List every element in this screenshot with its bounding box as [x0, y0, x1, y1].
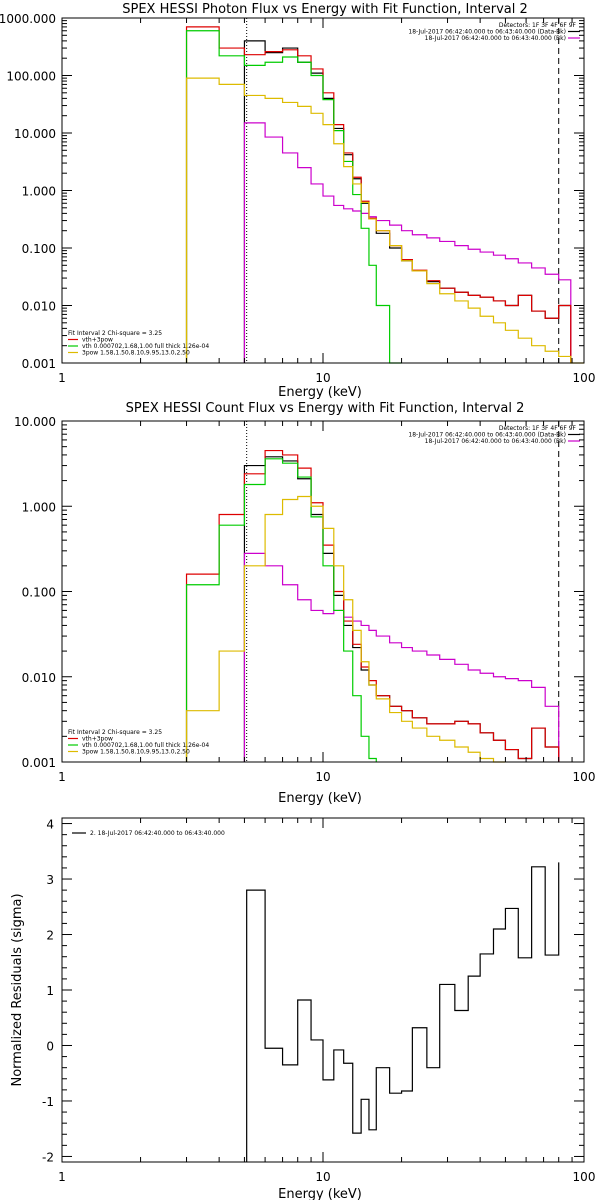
residuals-x-label: Energy (keV) [278, 1187, 362, 1200]
x-tick-label: 100 [573, 371, 596, 385]
y-tick-label: 2 [46, 929, 54, 943]
photon-flux-x-label: Energy (keV) [278, 385, 362, 400]
series-line-0 [246, 862, 560, 1162]
count-flux-series [185, 421, 560, 763]
legend-entry: 2. 18-Jul-2017 06:42:40.000 to 06:43:40.… [90, 830, 225, 837]
y-tick-label: 100.000 [6, 70, 56, 84]
y-tick-label: 0.001 [22, 357, 56, 371]
legend-entry: vth 0.000702,1.68,1.00 full thick 1.26e-… [82, 343, 209, 350]
legend-entry: 18-Jul-2017 06:42:40.000 to 06:43:40.000… [408, 432, 566, 439]
residuals-axes: 1 10 100 -2 -1 0 1 2 3 4 [42, 817, 596, 1184]
y-tick-label: 0.100 [22, 242, 56, 256]
y-tick-label: 10.000 [14, 415, 56, 429]
y-tick-label: 10.000 [14, 127, 56, 141]
series-line-1 [243, 122, 572, 363]
y-tick-label: 1.000 [22, 185, 56, 199]
series-line-4 [185, 77, 584, 364]
series-line-3 [185, 30, 402, 364]
y-tick-label: 4 [46, 818, 54, 832]
legend-entry: 18-Jul-2017 06:42:40.000 to 06:43:40.000… [425, 35, 566, 42]
residuals-y-label: Normalized Residuals (sigma) [10, 893, 25, 1086]
series-line-1 [243, 552, 560, 762]
x-tick-label: 10 [315, 1170, 330, 1184]
x-tick-label: 100 [573, 770, 596, 784]
x-tick-label: 100 [573, 1170, 596, 1184]
legend-header: Fit Interval 2 Chi-square = 3.25 [68, 330, 162, 337]
count-flux-panel: SPEX HESSI Count Flux vs Energy with Fit… [14, 401, 595, 806]
legend-entry: vth+3pow [82, 337, 113, 344]
legend-header: Detectors: 1F 3F 4F 6F 9F [499, 22, 577, 29]
x-tick-label: 1 [58, 1170, 66, 1184]
photon-flux-series [185, 18, 584, 364]
legend-entry: 18-Jul-2017 06:42:40.000 to 06:43:40.000… [425, 438, 566, 445]
y-tick-label: 1 [46, 984, 54, 998]
series-line-0 [243, 40, 572, 363]
photon-flux-title: SPEX HESSI Photon Flux vs Energy with Fi… [122, 2, 528, 17]
y-tick-label: 3 [46, 873, 54, 887]
y-tick-label: 0.010 [22, 300, 56, 314]
legend-entry: 3pow 1.58,1.50,8.10,9.95,13.0,2.50 [82, 350, 190, 357]
residuals-panel: 2. 18-Jul-2017 06:42:40.000 to 06:43:40.… [10, 817, 596, 1200]
series-line-3 [185, 458, 377, 762]
x-tick-label: 10 [315, 371, 330, 385]
x-tick-label: 1 [58, 371, 66, 385]
y-tick-label: 0.001 [22, 756, 56, 770]
legend-entry: vth 0.000702,1.68,1.00 full thick 1.26e-… [82, 742, 209, 749]
legend-entry: 3pow 1.58,1.50,8.10,9.95,13.0,2.50 [82, 749, 190, 756]
residuals-series [246, 862, 560, 1162]
count-flux-axes: 1 10 100 0.001 0.010 0.100 1.000 10.000 [14, 415, 595, 784]
plot-frame [61, 420, 585, 763]
count-flux-x-label: Energy (keV) [278, 791, 362, 806]
x-tick-label: 10 [315, 770, 330, 784]
legend-entry: vth+3pow [82, 736, 113, 743]
series-line-2 [185, 449, 560, 762]
y-tick-label: 1000.000 [0, 12, 56, 26]
photon-flux-axes: 1 10 100 0.001 0.010 0.100 1.000 10.000 100.000 1… [0, 12, 595, 385]
legend-header: Detectors: 1F 3F 4F 6F 9F [499, 425, 577, 432]
photon-flux-panel: SPEX HESSI Photon Flux vs Energy with Fi… [0, 2, 595, 400]
y-tick-label: -1 [42, 1095, 54, 1109]
y-tick-label: 0 [46, 1039, 54, 1053]
y-tick-label: 0.010 [22, 671, 56, 685]
y-tick-label: 0.100 [22, 586, 56, 600]
plot-frame [61, 817, 585, 1163]
x-tick-label: 1 [58, 770, 66, 784]
residuals-legend: 2. 18-Jul-2017 06:42:40.000 to 06:43:40.… [72, 830, 225, 837]
y-tick-label: 1.000 [22, 500, 56, 514]
y-tick-label: -2 [42, 1150, 54, 1164]
series-line-4 [185, 495, 506, 763]
legend-entry: 18-Jul-2017 06:42:40.000 to 06:43:40.000… [408, 29, 566, 36]
count-flux-title: SPEX HESSI Count Flux vs Energy with Fit… [126, 401, 525, 416]
legend-header: Fit Interval 2 Chi-square = 3.25 [68, 729, 162, 736]
